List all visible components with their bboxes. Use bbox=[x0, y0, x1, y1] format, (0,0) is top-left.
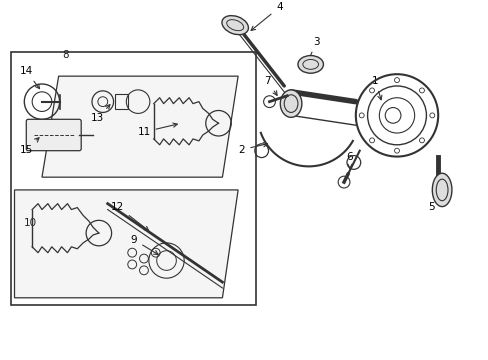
Ellipse shape bbox=[222, 15, 248, 35]
Text: 4: 4 bbox=[250, 3, 282, 31]
Text: 1: 1 bbox=[371, 76, 381, 100]
Ellipse shape bbox=[280, 90, 301, 117]
Polygon shape bbox=[15, 190, 238, 298]
Bar bbox=[11, 51, 255, 305]
Text: 3: 3 bbox=[305, 37, 319, 65]
Ellipse shape bbox=[297, 55, 323, 73]
Text: 5: 5 bbox=[427, 178, 441, 212]
Text: 15: 15 bbox=[20, 138, 39, 155]
Text: 6: 6 bbox=[346, 153, 352, 168]
Text: 12: 12 bbox=[111, 202, 148, 231]
Text: 14: 14 bbox=[20, 66, 40, 89]
FancyBboxPatch shape bbox=[26, 119, 81, 151]
Text: 7: 7 bbox=[264, 76, 277, 95]
Ellipse shape bbox=[431, 173, 451, 207]
Text: 13: 13 bbox=[91, 105, 110, 123]
Bar bbox=[114, 94, 128, 109]
Text: 9: 9 bbox=[131, 235, 158, 255]
Polygon shape bbox=[42, 76, 238, 177]
Text: 2: 2 bbox=[238, 143, 267, 155]
Text: 8: 8 bbox=[62, 50, 69, 59]
Text: 10: 10 bbox=[23, 218, 37, 228]
Text: 11: 11 bbox=[137, 123, 177, 137]
